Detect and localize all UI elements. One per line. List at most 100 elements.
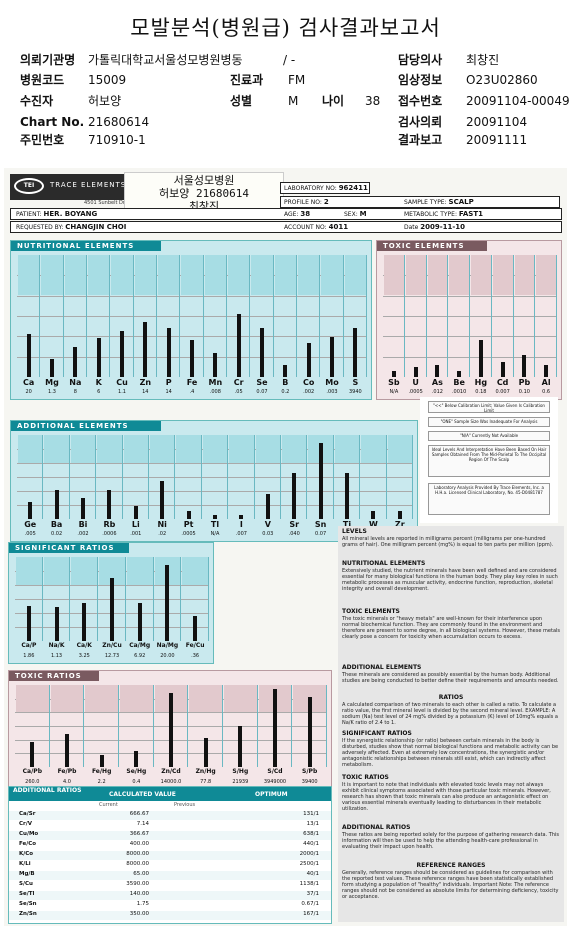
- column-divider: [200, 435, 202, 519]
- requested-box: [10, 221, 562, 233]
- section-heading: TOXIC ELEMENTS: [342, 608, 400, 615]
- bar-label: Ge: [24, 520, 37, 529]
- bar: [143, 322, 148, 377]
- table-cell: 350.00: [129, 911, 149, 917]
- bar: [73, 346, 78, 377]
- bar: [26, 605, 31, 641]
- toxic-ratios-chart: TOXIC RATIOS Ca/Pb 260.0 Fe/Pb 4.0 Fe/Hg 2.2 Se…: [8, 670, 332, 790]
- bar-value: 0.07: [315, 531, 327, 537]
- header-field-value: 20091104: [466, 115, 528, 129]
- table-cell: 0.67/1: [301, 901, 319, 907]
- bar-label: S/Cd: [267, 768, 283, 775]
- section-body: Extensively studied, the nutrient minera…: [342, 568, 558, 592]
- bar-value: 0.02: [51, 531, 63, 537]
- column-highlight: [64, 255, 86, 296]
- header-field-value: 허보양: [88, 94, 122, 108]
- bar-label: W: [368, 520, 378, 529]
- bar-value: 0.2: [281, 389, 290, 395]
- bar-label: P: [165, 378, 172, 387]
- column-highlight: [126, 557, 153, 585]
- column-highlight: [229, 435, 254, 463]
- bar-label: Cu: [116, 378, 128, 387]
- column-highlight: [471, 255, 491, 296]
- column-highlight: [298, 255, 320, 296]
- header-field-label: 의뢰기관명: [20, 53, 76, 67]
- bar-label: Mg: [45, 378, 59, 387]
- col-previous: Previous: [174, 802, 196, 808]
- column-highlight: [97, 435, 122, 463]
- header-field: 결과보고 20091111: [398, 132, 527, 148]
- section-body: A calculated comparison of two minerals …: [342, 702, 558, 726]
- bar-label: Sn: [314, 520, 327, 529]
- column-highlight: [536, 255, 556, 296]
- column-highlight: [449, 255, 469, 296]
- column-divider: [272, 255, 274, 377]
- bar: [96, 337, 101, 377]
- patient-age: AGE: 38: [284, 210, 311, 218]
- trace-elements-logo: TEI TRACE ELEMENTS: [10, 174, 128, 200]
- bar-label: Na/Mg: [156, 642, 179, 649]
- section-body: These ratios are being reported solely f…: [342, 832, 559, 850]
- bar-value: 1.3: [48, 389, 56, 395]
- column-highlight: [492, 255, 513, 296]
- column-divider: [385, 435, 387, 519]
- bar: [165, 565, 170, 641]
- column-divider: [208, 557, 209, 641]
- column-highlight: [16, 557, 42, 585]
- bar-value: 0.007: [495, 389, 510, 395]
- section-heading: TOXIC RATIOS: [342, 774, 389, 781]
- reference-line: [383, 275, 557, 277]
- column-highlight: [427, 255, 448, 296]
- bar-value: .008: [209, 389, 221, 395]
- column-highlight: [134, 255, 156, 296]
- bar-value: .002: [77, 531, 89, 537]
- header-field: 수진자 허보양: [20, 93, 121, 109]
- legend-item: "N/A" Currently Not Available: [428, 431, 550, 441]
- column-highlight: [282, 435, 307, 463]
- bar: [273, 689, 277, 767]
- section-body: These minerals are considered as possibl…: [342, 672, 559, 684]
- bar-value: 6.92: [134, 653, 146, 659]
- reference-line: [17, 477, 413, 478]
- column-divider: [556, 255, 557, 377]
- table-cell: 638/1: [303, 831, 319, 837]
- header-field: 진료과 FM: [230, 72, 305, 88]
- column-highlight: [189, 685, 222, 713]
- bar: [307, 697, 312, 767]
- header-field-value: O23U02860: [466, 73, 538, 87]
- bar-label: K: [95, 378, 102, 387]
- bar-value: 0.03: [262, 531, 274, 537]
- bar-value: 0.10: [518, 389, 530, 395]
- lab-report-scan: TEI TRACE ELEMENTS 4501 Sunbelt Drive 서울…: [4, 168, 567, 926]
- col-calc: CALCULATED VALUE: [109, 791, 176, 798]
- chart-title: NUTRITIONAL ELEMENTS: [11, 241, 161, 251]
- bar: [283, 364, 288, 377]
- bar-label: Fe/Pb: [57, 768, 77, 775]
- toxic-elements-chart: TOXIC ELEMENTS Sb N/A U .0005 As .012 Be .0010 Hg…: [376, 240, 562, 400]
- col-current: Current: [99, 802, 118, 808]
- column-highlight: [384, 255, 404, 296]
- section-heading: ADDITIONAL ELEMENTS: [342, 664, 422, 671]
- bar-label: As: [431, 378, 443, 387]
- bar-value: 20: [25, 389, 32, 395]
- chart-title: TOXIC ELEMENTS: [377, 241, 487, 251]
- bar: [345, 472, 349, 519]
- bar-value: N/A: [210, 531, 220, 537]
- bar-label: Zn/Cu: [102, 642, 122, 649]
- column-divider: [156, 255, 157, 377]
- bar-value: 14000.0: [160, 779, 182, 785]
- header-field-value: FM: [288, 73, 306, 87]
- bar-value: 14: [142, 389, 149, 395]
- bar: [265, 493, 270, 519]
- column-divider: [202, 255, 204, 377]
- bar-label: Na/K: [48, 642, 65, 649]
- logo-mark: TEI: [14, 178, 44, 194]
- table-cell: 13/1: [306, 821, 319, 827]
- column-highlight: [514, 255, 535, 296]
- table-row: K/Li 8000.00 2500/1: [9, 861, 331, 870]
- column-divider: [68, 435, 70, 519]
- column-divider: [69, 557, 71, 641]
- column-divider: [180, 557, 182, 641]
- bar: [397, 510, 402, 519]
- column-divider: [226, 255, 227, 377]
